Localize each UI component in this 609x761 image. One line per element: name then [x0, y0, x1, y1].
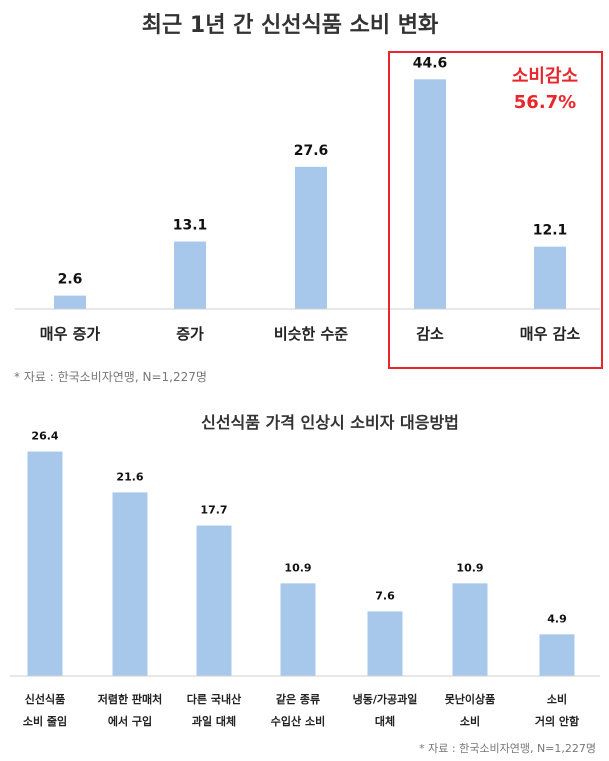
chart-1-bar — [174, 241, 206, 309]
chart-2-bar — [367, 611, 403, 676]
chart-1-highlight-box — [388, 51, 603, 369]
chart-1-bars: 2.6 13.1 27.6 44.6 12.1 — [54, 55, 567, 309]
chart-2-value-label: 21.6 — [116, 470, 143, 483]
chart-2-category-label: 신선식품 — [25, 692, 65, 706]
chart-1-bar — [295, 166, 327, 309]
chart-1-category-label: 감소 — [416, 325, 444, 343]
chart-2-category-label: 거의 안함 — [535, 714, 579, 728]
chart-2-bar — [196, 525, 232, 676]
chart-1-category-label: 증가 — [176, 325, 204, 343]
chart-1-value-label: 13.1 — [173, 218, 208, 234]
chart-2-category-label: 못난이상품 — [445, 692, 496, 706]
chart-1-category-labels: 매우 증가 증가 비슷한 수준 감소 매우 감소 — [40, 325, 581, 343]
chart-2-bar — [27, 451, 63, 676]
chart-1-value-label: 27.6 — [294, 143, 329, 159]
chart-2-category-label: 소비 — [547, 692, 567, 706]
chart-2-value-label: 10.9 — [456, 561, 483, 574]
chart-2-category-label: 수입산 소비 — [271, 714, 325, 728]
chart-2-bar — [112, 492, 148, 676]
chart-2-category-label: 냉동/가공과일 — [353, 692, 418, 706]
chart-1-category-label: 매우 감소 — [520, 325, 581, 343]
chart-2-value-label: 26.4 — [31, 430, 58, 443]
chart-2-category-label: 대체 — [375, 714, 395, 728]
chart-1-value-label: 2.6 — [58, 272, 83, 288]
chart-1: 최근 1년 간 신선식품 소비 변화 2.6 13.1 27.6 44.6 12.1 매… — [14, 13, 603, 384]
chart-2-bar — [452, 583, 488, 676]
chart-2-title: 신선식품 가격 인상시 소비자 대응방법 — [201, 413, 459, 432]
chart-2-value-label: 7.6 — [375, 589, 395, 602]
chart-1-title: 최근 1년 간 신선식품 소비 변화 — [142, 13, 438, 38]
chart-2-category-label: 에서 구입 — [108, 714, 152, 728]
chart-1-category-label: 매우 증가 — [40, 325, 101, 343]
chart-1-bar — [534, 246, 566, 309]
chart-2-category-label: 소비 줄임 — [23, 714, 67, 728]
chart-2-bar — [539, 634, 575, 676]
chart-2-value-label: 17.7 — [200, 504, 227, 517]
chart-2-value-label: 10.9 — [284, 561, 311, 574]
chart-2-category-label: 저렴한 판매처 — [98, 692, 163, 706]
chart-2-category-label: 과일 대체 — [192, 714, 236, 728]
chart-2-bars: 26.4 21.6 17.7 10.9 7.6 10.9 4.9 — [27, 430, 575, 676]
chart-2: 신선식품 가격 인상시 소비자 대응방법 26.4 21.6 17.7 10.9 7.6… — [10, 413, 600, 755]
chart-1-value-label: 12.1 — [533, 223, 568, 239]
chart-2-category-label: 다른 국내산 — [187, 692, 241, 706]
chart-2-value-label: 4.9 — [547, 612, 567, 625]
chart-1-highlight-label: 소비감소 — [512, 66, 578, 87]
chart-2-source: * 자료 : 한국소비자연맹, N=1,227명 — [419, 742, 596, 755]
chart-1-highlight-value: 56.7% — [514, 92, 576, 113]
chart-2-category-label: 소비 — [460, 714, 480, 728]
chart-2-category-label: 같은 종류 — [276, 692, 320, 706]
chart-1-bar — [414, 79, 446, 309]
chart-1-bar — [54, 295, 86, 309]
chart-1-value-label: 44.6 — [413, 55, 448, 71]
chart-1-category-label: 비슷한 수준 — [274, 325, 348, 343]
chart-1-source: * 자료 : 한국소비자연맹, N=1,227명 — [14, 370, 207, 384]
chart-2-bar — [280, 583, 316, 676]
